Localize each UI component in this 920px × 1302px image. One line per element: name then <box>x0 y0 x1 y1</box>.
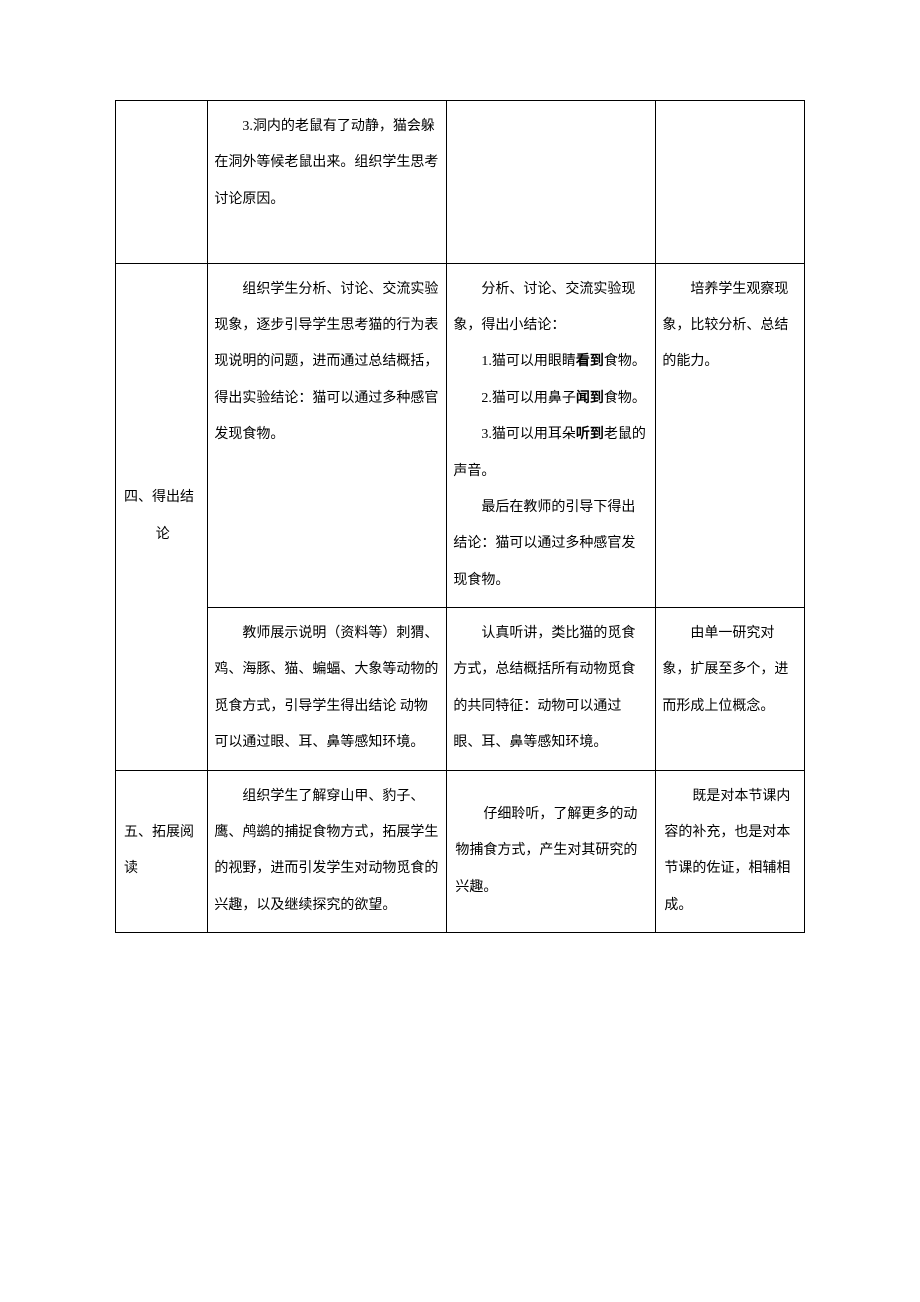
stage-label-line2: 读 <box>124 851 201 887</box>
paragraph: 组织学生分析、讨论、交流实验现象，逐步引导学生思考猫的行为表现说明的问题，进而通… <box>214 272 440 454</box>
paragraph: 教师展示说明（资料等）刺猬、鸡、海豚、猫、蝙蝠、大象等动物的觅食方式，引导学生得… <box>214 616 440 762</box>
paragraph: 既是对本节课内容的补充，也是对本节课的佐证，相辅相成。 <box>664 779 798 925</box>
cell-teacher-activity: 组织学生分析、讨论、交流实验现象，逐步引导学生思考猫的行为表现说明的问题，进而通… <box>208 263 447 608</box>
stage-label-line1: 四、得出结 <box>124 480 201 516</box>
cell-student-activity: 仔细聆听，了解更多的动物捕食方式，产生对其研究的兴趣。 <box>447 770 656 933</box>
cell-stage <box>116 101 208 264</box>
cell-student-activity: 分析、讨论、交流实验现象，得出小结论： 1.猫可以用眼睛看到食物。 2.猫可以用… <box>447 263 656 608</box>
paragraph: 1.猫可以用眼睛看到食物。 <box>453 344 649 380</box>
cell-stage: 五、拓展阅 读 <box>116 770 208 933</box>
paragraph: 仔细聆听，了解更多的动物捕食方式，产生对其研究的兴趣。 <box>455 797 649 906</box>
cell-teacher-activity: 教师展示说明（资料等）刺猬、鸡、海豚、猫、蝙蝠、大象等动物的觅食方式，引导学生得… <box>208 608 447 771</box>
table-row: 3.洞内的老鼠有了动静，猫会躲在洞外等候老鼠出来。组织学生思考讨论原因。 <box>116 101 805 264</box>
paragraph: 分析、讨论、交流实验现象，得出小结论： <box>453 272 649 345</box>
cell-intent: 由单一研究对象，扩展至多个，进而形成上位概念。 <box>656 608 805 771</box>
paragraph: 2.猫可以用鼻子闻到食物。 <box>453 381 649 417</box>
cell-intent: 培养学生观察现象，比较分析、总结的能力。 <box>656 263 805 608</box>
paragraph: 由单一研究对象，扩展至多个，进而形成上位概念。 <box>662 616 798 725</box>
paragraph: 组织学生了解穿山甲、豹子、鹰、鸬鹚的捕捉食物方式，拓展学生的视野，进而引发学生对… <box>214 779 440 925</box>
cell-teacher-activity: 组织学生了解穿山甲、豹子、鹰、鸬鹚的捕捉食物方式，拓展学生的视野，进而引发学生对… <box>208 770 447 933</box>
document-page: 3.洞内的老鼠有了动静，猫会躲在洞外等候老鼠出来。组织学生思考讨论原因。 四、得… <box>0 0 920 1013</box>
stage-label-line1: 五、拓展阅 <box>124 815 201 851</box>
cell-teacher-activity: 3.洞内的老鼠有了动静，猫会躲在洞外等候老鼠出来。组织学生思考讨论原因。 <box>208 101 447 264</box>
paragraph: 3.猫可以用耳朵听到老鼠的声音。 <box>453 417 649 490</box>
cell-student-activity <box>447 101 656 264</box>
table-row: 五、拓展阅 读 组织学生了解穿山甲、豹子、鹰、鸬鹚的捕捉食物方式，拓展学生的视野… <box>116 770 805 933</box>
paragraph: 最后在教师的引导下得出结论：猫可以通过多种感官发现食物。 <box>453 490 649 599</box>
table-row: 四、得出结 论 组织学生分析、讨论、交流实验现象，逐步引导学生思考猫的行为表现说… <box>116 263 805 608</box>
stage-label-line2: 论 <box>124 517 201 553</box>
table-row: 教师展示说明（资料等）刺猬、鸡、海豚、猫、蝙蝠、大象等动物的觅食方式，引导学生得… <box>116 608 805 771</box>
lesson-plan-table: 3.洞内的老鼠有了动静，猫会躲在洞外等候老鼠出来。组织学生思考讨论原因。 四、得… <box>115 100 805 933</box>
paragraph: 认真听讲，类比猫的觅食方式，总结概括所有动物觅食的共同特征：动物可以通过眼、耳、… <box>453 616 649 762</box>
cell-student-activity: 认真听讲，类比猫的觅食方式，总结概括所有动物觅食的共同特征：动物可以通过眼、耳、… <box>447 608 656 771</box>
paragraph: 3.洞内的老鼠有了动静，猫会躲在洞外等候老鼠出来。组织学生思考讨论原因。 <box>214 109 440 218</box>
cell-intent <box>656 101 805 264</box>
cell-stage: 四、得出结 论 <box>116 263 208 770</box>
cell-intent: 既是对本节课内容的补充，也是对本节课的佐证，相辅相成。 <box>656 770 805 933</box>
paragraph: 培养学生观察现象，比较分析、总结的能力。 <box>662 272 798 381</box>
